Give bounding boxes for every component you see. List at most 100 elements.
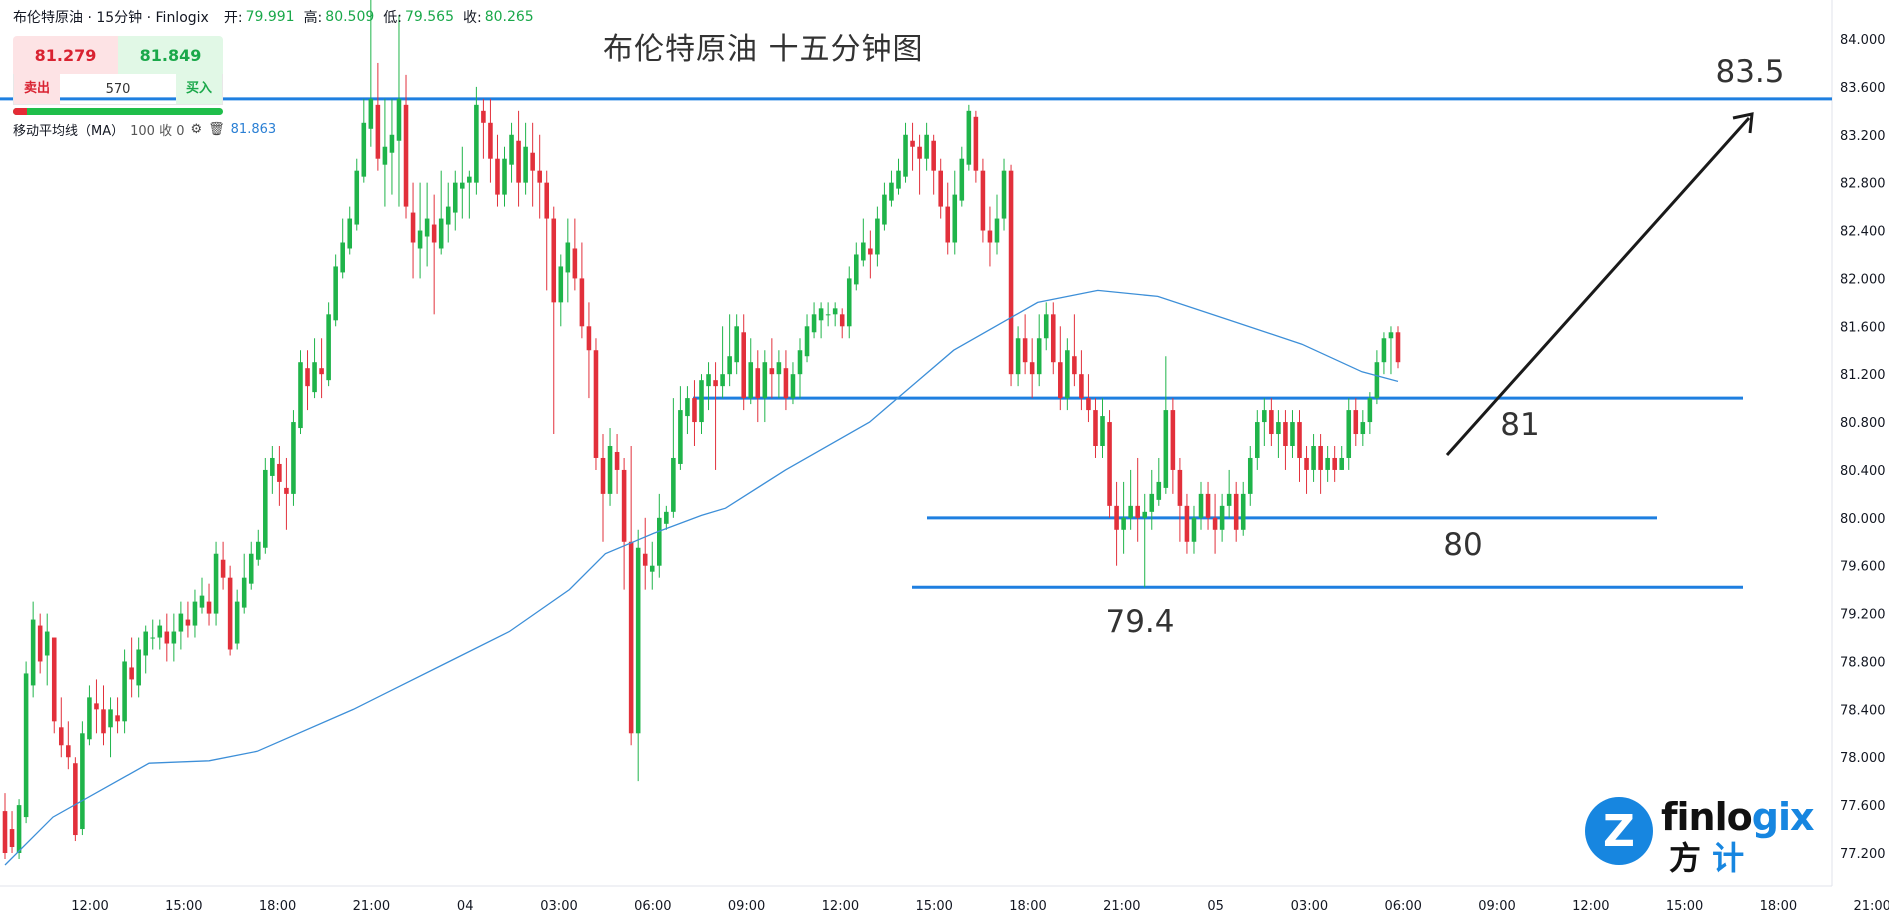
candle-body — [685, 398, 690, 417]
y-tick-label: 82.800 — [1840, 177, 1886, 192]
x-tick-label: 04 — [457, 899, 474, 914]
candle-body — [1100, 416, 1105, 446]
logo-chinese: 方 计 — [1669, 833, 1744, 879]
candle-body — [966, 110, 972, 165]
candle-body — [495, 158, 500, 195]
y-tick-label: 77.200 — [1840, 847, 1886, 862]
candle-body — [1304, 457, 1309, 470]
candle-body — [44, 631, 50, 656]
candle-body — [122, 661, 127, 722]
candle-body — [361, 122, 367, 177]
sell-price-button[interactable]: 81.279 — [13, 36, 118, 74]
candle-body — [368, 98, 374, 129]
ma-params: 100 收 0 — [130, 124, 185, 139]
candle-body — [1240, 493, 1246, 530]
candle-body — [1086, 398, 1091, 411]
candle-body — [1184, 505, 1190, 542]
candle-body — [241, 577, 247, 608]
x-tick-label: 05 — [1207, 899, 1224, 914]
candle-body — [621, 469, 627, 542]
candle-body — [94, 703, 99, 710]
candle-body — [938, 170, 943, 207]
candle-body — [2, 811, 8, 853]
sell-button[interactable]: 卖出 — [14, 74, 60, 104]
x-tick-label: 18:00 — [1760, 899, 1797, 914]
candle-body — [861, 242, 866, 261]
ma-label: 移动平均线（MA） — [13, 124, 125, 139]
candle-body — [1290, 422, 1295, 446]
candle-body — [23, 673, 29, 818]
candle-body — [382, 146, 388, 165]
candle-body — [804, 326, 810, 357]
candle-body — [734, 326, 739, 363]
candle-body — [326, 314, 331, 381]
candle-body — [1318, 446, 1323, 470]
candle-body — [889, 182, 894, 201]
candle-body — [171, 631, 177, 644]
candle-body — [291, 422, 296, 494]
candle-body — [994, 218, 1000, 243]
candle-body — [692, 398, 697, 423]
candle-body — [452, 182, 458, 213]
close-value: 80.265 — [484, 9, 534, 25]
x-tick-label: 09:00 — [728, 899, 765, 914]
candle-body — [839, 314, 845, 327]
candle-body — [776, 362, 782, 375]
candle-body — [1198, 493, 1204, 518]
candle-body — [347, 218, 353, 249]
candle-body — [101, 709, 106, 734]
candle-body — [220, 559, 226, 578]
level-label: 79.4 — [1105, 604, 1174, 640]
level-label: 80 — [1443, 527, 1482, 563]
candle-body — [572, 248, 578, 279]
candle-body — [783, 368, 789, 399]
candle-body — [185, 619, 191, 626]
candle-body — [298, 362, 303, 429]
trade-widget: 81.279 81.849 卖出 570 买入 — [13, 36, 223, 115]
logo-word-accent: gix — [1751, 795, 1815, 839]
candle-body — [1050, 314, 1056, 363]
y-tick-label: 81.600 — [1840, 320, 1886, 335]
candle-body — [945, 206, 951, 243]
logo-wordmark: finlogix — [1661, 795, 1814, 839]
y-tick-label: 79.200 — [1840, 608, 1886, 623]
buy-price-button[interactable]: 81.849 — [118, 36, 223, 74]
candle-body — [333, 266, 338, 321]
candle-body — [846, 278, 852, 327]
candle-body — [58, 727, 64, 746]
x-tick-label: 06:00 — [634, 899, 671, 914]
candle-body — [51, 637, 57, 722]
candle-body — [319, 368, 324, 375]
candle-body — [1205, 493, 1211, 518]
symbol-label[interactable]: 布伦特原油 · 15分钟 · Finlogix — [13, 10, 209, 26]
candle-body — [931, 140, 936, 171]
candle-body — [1015, 338, 1021, 375]
candle-body — [1079, 374, 1084, 399]
trash-icon[interactable]: 🗑 — [208, 122, 225, 137]
candle-body — [1332, 457, 1337, 470]
open-label: 开: — [223, 10, 243, 26]
buy-button[interactable]: 买入 — [176, 74, 222, 104]
candle-body — [1269, 410, 1274, 435]
y-tick-label: 80.800 — [1840, 416, 1886, 431]
candle-body — [614, 451, 620, 470]
candle-body — [727, 356, 732, 375]
candle-body — [952, 194, 958, 243]
candle-body — [488, 122, 493, 159]
candle-body — [30, 619, 36, 686]
x-tick-label: 12:00 — [1572, 899, 1609, 914]
candle-body — [980, 170, 986, 231]
candle-body — [206, 601, 212, 614]
candle-body — [544, 182, 550, 219]
candle-body — [987, 230, 993, 243]
candle-body — [649, 565, 655, 572]
candle-body — [1262, 410, 1267, 423]
candle-body — [1058, 362, 1063, 399]
y-tick-label: 83.200 — [1840, 129, 1886, 144]
candle-body — [136, 649, 141, 686]
gear-icon[interactable]: ⚙ — [190, 122, 203, 137]
sentiment-bar — [13, 108, 223, 115]
quantity-input[interactable]: 570 — [105, 81, 131, 97]
x-tick-label: 03:00 — [1291, 899, 1328, 914]
candle-body — [157, 625, 163, 638]
